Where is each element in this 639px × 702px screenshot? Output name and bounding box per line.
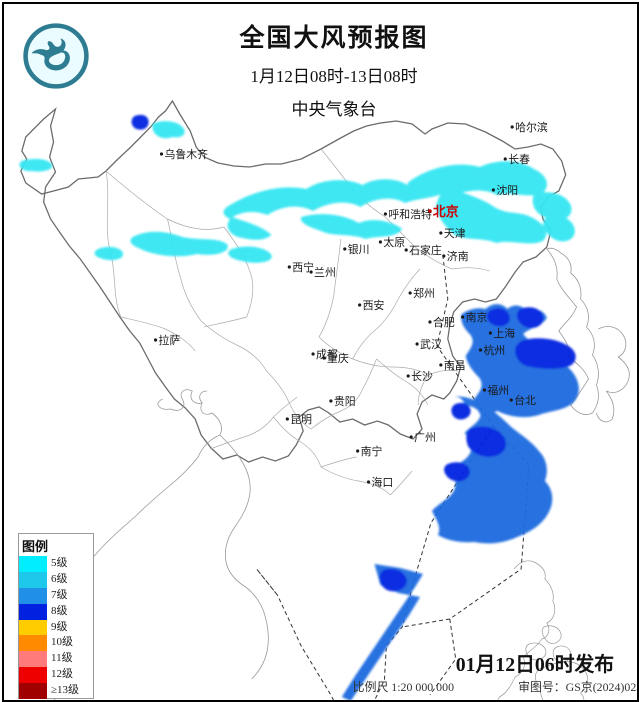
svg-text:银川: 银川 xyxy=(348,242,370,256)
svg-text:重庆: 重庆 xyxy=(327,351,349,365)
svg-text:比例尺 1:20 000 000: 比例尺 1:20 000 000 xyxy=(353,680,454,694)
svg-text:沈阳: 沈阳 xyxy=(496,183,518,197)
svg-text:哈尔滨: 哈尔滨 xyxy=(515,120,548,134)
svg-text:合肥: 合肥 xyxy=(433,315,455,329)
svg-text:上海: 上海 xyxy=(493,326,515,340)
svg-text:济南: 济南 xyxy=(447,249,469,263)
svg-text:长春: 长春 xyxy=(508,153,530,166)
svg-text:长沙: 长沙 xyxy=(411,370,433,383)
svg-text:台北: 台北 xyxy=(514,393,536,407)
svg-text:郑州: 郑州 xyxy=(413,286,435,300)
svg-text:广州: 广州 xyxy=(414,431,436,444)
svg-text:兰州: 兰州 xyxy=(314,266,336,279)
svg-text:贵阳: 贵阳 xyxy=(334,395,356,408)
svg-text:石家庄: 石家庄 xyxy=(409,243,442,257)
svg-text:天津: 天津 xyxy=(444,227,466,240)
svg-text:南京: 南京 xyxy=(466,310,488,324)
svg-text:西安: 西安 xyxy=(363,298,385,312)
svg-text:福州: 福州 xyxy=(487,383,509,397)
svg-text:武汉: 武汉 xyxy=(420,338,442,351)
svg-text:北京: 北京 xyxy=(433,204,459,219)
svg-text:海口: 海口 xyxy=(372,475,394,489)
svg-text:呼和浩特: 呼和浩特 xyxy=(388,207,432,221)
svg-text:太原: 太原 xyxy=(383,236,405,249)
svg-text:01月12日06时发布: 01月12日06时发布 xyxy=(456,652,614,676)
svg-text:拉萨: 拉萨 xyxy=(159,333,181,347)
svg-text:昆明: 昆明 xyxy=(290,413,312,426)
svg-text:杭州: 杭州 xyxy=(483,343,505,357)
svg-text:南昌: 南昌 xyxy=(444,359,466,372)
svg-text:南宁: 南宁 xyxy=(361,444,383,458)
svg-text:审图号：GS京(2024)0236号: 审图号：GS京(2024)0236号 xyxy=(518,679,637,694)
svg-text:乌鲁木齐: 乌鲁木齐 xyxy=(164,147,208,161)
